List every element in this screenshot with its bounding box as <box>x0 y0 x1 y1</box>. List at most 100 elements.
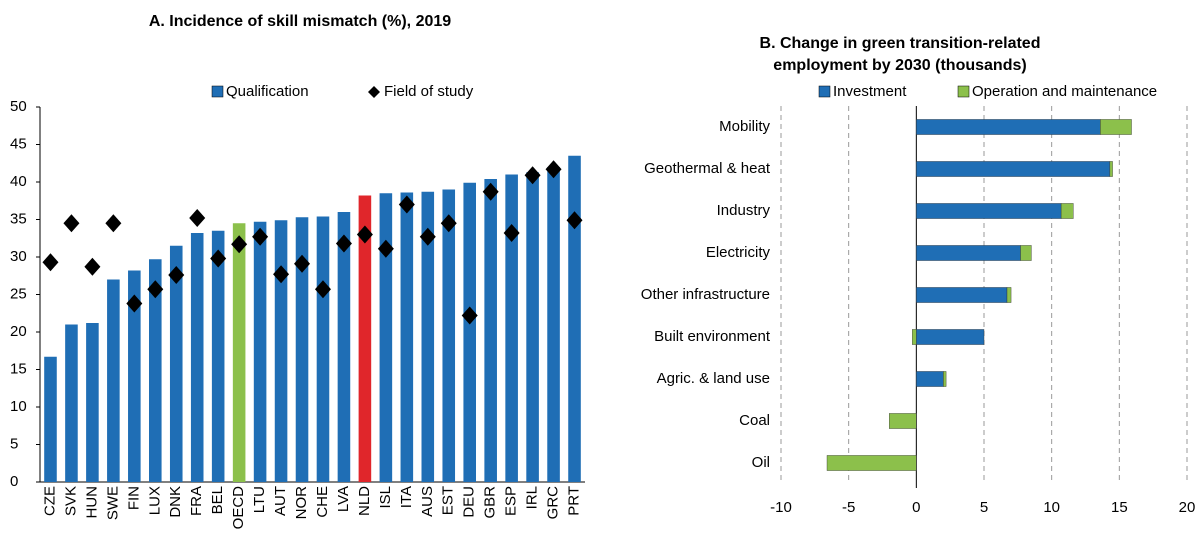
diamond <box>294 254 311 273</box>
x-tick-label: FIN <box>125 486 142 510</box>
x-tick-label: LUX <box>146 486 163 515</box>
bar <box>253 221 267 482</box>
y-tick-label: 50 <box>10 98 27 115</box>
bar <box>190 233 204 482</box>
bar <box>916 203 1062 219</box>
x-tick-label: 20 <box>1179 499 1196 516</box>
x-tick-label: -10 <box>770 499 792 516</box>
legend-label: Investment <box>833 83 907 100</box>
diamond <box>273 265 290 284</box>
bar <box>463 182 476 482</box>
bar <box>358 195 372 482</box>
x-tick-label: CHE <box>314 486 331 518</box>
x-tick-label: ISL <box>377 486 394 509</box>
y-tick-label: Geothermal & heat <box>644 160 771 177</box>
y-tick-label: 35 <box>10 210 27 227</box>
diamond <box>42 253 59 272</box>
y-tick-label: Agric. & land use <box>657 370 770 387</box>
bar <box>547 167 560 482</box>
y-tick-label: Oil <box>752 454 770 471</box>
bar <box>912 329 917 345</box>
chart-title: B. Change in green transition-related <box>760 35 1041 52</box>
bar <box>169 245 183 482</box>
x-tick-label: SVK <box>62 486 79 516</box>
bar <box>149 259 162 482</box>
diamond <box>335 234 352 253</box>
y-tick-label: 25 <box>10 285 27 302</box>
diamond <box>545 160 562 179</box>
diamond <box>377 239 394 258</box>
x-tick-label: SWE <box>104 486 121 520</box>
diamond <box>398 195 415 214</box>
x-tick-label: ESP <box>503 486 520 516</box>
x-tick-label: GBR <box>482 486 499 519</box>
x-tick-label: 10 <box>1043 499 1060 516</box>
diamond <box>168 266 185 284</box>
bar <box>442 189 456 482</box>
bar <box>1100 119 1132 135</box>
x-tick-label: OECD <box>230 486 247 530</box>
diamond <box>566 211 583 230</box>
bar <box>1109 161 1113 177</box>
diamond <box>356 225 373 244</box>
bar <box>211 230 225 482</box>
y-tick-label: 45 <box>10 135 27 152</box>
legend-swatch <box>818 85 831 98</box>
x-tick-label: AUT <box>272 486 289 516</box>
diamond <box>440 214 457 233</box>
x-tick-label: EST <box>440 486 457 515</box>
y-tick-label: Electricity <box>706 244 771 261</box>
bar <box>568 155 581 482</box>
x-tick-label: -5 <box>842 499 855 516</box>
x-tick-label: FRA <box>188 486 205 516</box>
bar <box>86 323 99 482</box>
x-tick-label: NOR <box>293 486 310 520</box>
bar <box>295 217 309 482</box>
chart-title: A. Incidence of skill mismatch (%), 2019 <box>149 13 451 30</box>
y-tick-label: 15 <box>10 360 27 377</box>
legend-label: Operation and maintenance <box>972 83 1157 100</box>
bar <box>916 245 1021 261</box>
bar <box>316 216 330 482</box>
bar <box>943 371 947 387</box>
diamond <box>147 280 164 299</box>
x-tick-label: DEU <box>461 486 478 518</box>
y-tick-label: Coal <box>739 412 770 429</box>
x-tick-label: LVA <box>335 486 352 512</box>
x-tick-label: DNK <box>167 486 184 518</box>
x-tick-label: GRC <box>545 486 562 520</box>
diamond <box>524 166 541 185</box>
diamond <box>189 209 206 227</box>
bar <box>916 287 1008 303</box>
y-tick-label: 30 <box>10 248 27 265</box>
diamond <box>63 214 80 233</box>
x-tick-label: ITA <box>398 486 415 508</box>
x-tick-label: NLD <box>356 486 373 516</box>
diamond <box>419 227 436 246</box>
y-tick-label: Mobility <box>719 118 770 135</box>
x-tick-label: CZE <box>41 486 58 516</box>
bar <box>916 329 985 345</box>
diamond <box>84 257 101 276</box>
diamond <box>482 182 499 201</box>
bar <box>916 161 1111 177</box>
x-tick-label: 15 <box>1111 499 1128 516</box>
bar <box>916 119 1101 135</box>
bar <box>107 279 120 482</box>
bar <box>826 455 917 471</box>
legend-diamond <box>368 86 380 98</box>
y-tick-label: 5 <box>10 435 18 452</box>
y-tick-label: Other infrastructure <box>641 286 770 303</box>
y-tick-label: 40 <box>10 173 27 190</box>
bar <box>379 193 393 482</box>
y-tick-label: 20 <box>10 323 27 340</box>
diamond <box>252 227 269 246</box>
bar <box>526 172 539 482</box>
diamond <box>314 280 331 299</box>
x-tick-label: LTU <box>251 486 268 513</box>
x-tick-label: BEL <box>209 486 226 514</box>
y-tick-label: 0 <box>10 473 18 490</box>
chart-title: employment by 2030 (thousands) <box>773 57 1026 74</box>
legend-swatch <box>211 85 224 98</box>
